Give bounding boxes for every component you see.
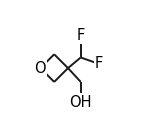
Text: F: F bbox=[95, 56, 103, 71]
Text: OH: OH bbox=[69, 95, 92, 110]
Text: O: O bbox=[35, 61, 46, 76]
Text: F: F bbox=[77, 28, 85, 43]
